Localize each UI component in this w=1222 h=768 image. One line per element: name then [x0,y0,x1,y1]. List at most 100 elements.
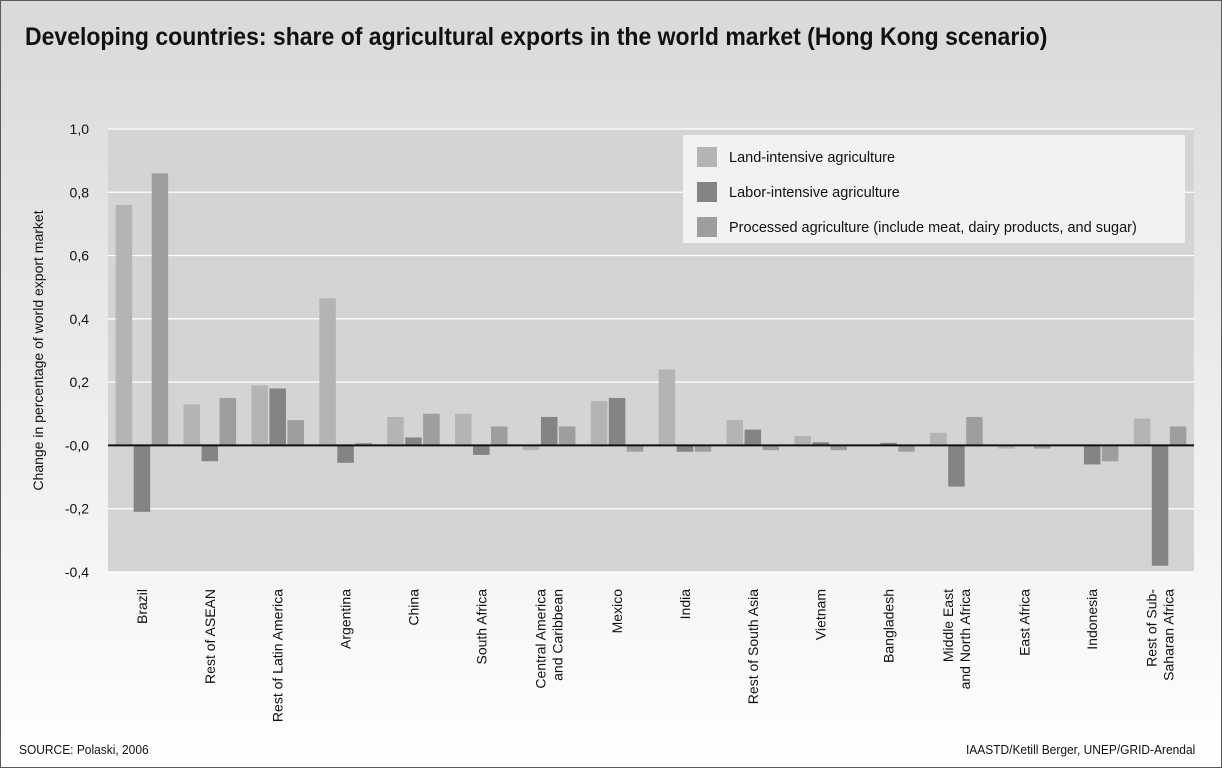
y-tick-label: 0,8 [70,184,90,200]
bar-land [794,435,811,446]
category-label-group: Brazil [134,589,150,624]
y-tick-label: 0,2 [70,374,90,390]
category-label-group: South Africa [473,589,489,665]
bar-labor [269,388,286,446]
legend-label: Processed agriculture (include meat, dai… [729,220,1137,236]
y-axis-title: Change in percentage of world export mar… [30,210,46,490]
category-label-group: Argentina [338,589,354,649]
credit-note: IAASTD/Ketill Berger, UNEP/GRID-Arendal [965,742,1195,757]
y-tick-label: -0,2 [65,501,89,517]
bar-land [590,401,608,446]
y-tick-label: 0,4 [70,311,90,327]
legend-box [683,135,1185,243]
bar-processed [694,445,712,452]
bar-processed [219,397,237,446]
category-label-group: Rest of South Asia [745,589,761,704]
x-category-label: Vietnam [813,589,829,640]
bar-processed [762,445,780,451]
category-label-group: Rest of ASEAN [202,589,218,684]
bar-processed [1169,426,1187,446]
bar-land [1133,418,1151,446]
category-label-group: Rest of Latin America [270,589,286,722]
bar-labor [1151,445,1169,566]
category-label-group: China [405,589,421,626]
category-label-group: Middle East and North Africa [940,589,973,690]
x-category-label: South Africa [473,589,489,665]
legend-swatch-land [697,147,717,167]
bar-labor [540,416,558,446]
bar-processed [626,445,644,452]
category-label-group: Central America and Caribbean [533,589,566,689]
bar-land [726,420,744,446]
bar-processed [491,426,508,446]
x-category-label: Argentina [338,589,354,649]
y-tick-label: -0,0 [65,437,89,453]
category-label-group: Mexico [609,589,625,634]
legend-swatch-processed [697,217,717,237]
bar-processed [830,445,847,451]
category-label-group: Bangladesh [881,589,897,663]
y-tick-label: -0,4 [65,564,89,580]
bar-processed [558,426,576,446]
category-label-group: Indonesia [1084,589,1100,650]
bar-land [251,385,268,446]
category-label-group: Vietnam [813,589,829,640]
bar-processed [151,173,169,446]
bar-processed [1101,445,1119,462]
bar-land [183,404,201,446]
bar-labor [880,442,897,446]
bar-land [387,416,404,446]
bar-labor [744,429,762,446]
bar-land [522,445,540,451]
bar-labor [473,445,490,455]
x-category-label: Rest of Sub- [1144,589,1160,667]
bar-land [115,204,133,446]
x-category-label: Rest of ASEAN [202,589,218,684]
bar-processed [287,420,304,446]
x-category-label: China [405,589,421,626]
x-category-label: Middle East [940,589,956,662]
chart-title: Developing countries: share of agricultu… [25,23,1048,51]
bar-processed [1034,445,1051,449]
legend-label: Labor-intensive agriculture [729,185,900,201]
x-category-label: Brazil [134,589,150,624]
bar-processed [423,413,440,446]
x-category-label: Central America [533,589,549,689]
x-category-label: Mexico [609,589,625,634]
x-category-label: Bangladesh [881,589,897,663]
bar-labor [1083,445,1101,465]
y-tick-label: 0,6 [70,248,90,264]
y-tick-label: 1,0 [70,121,90,137]
source-note: SOURCE: Polaski, 2006 [19,742,149,757]
bar-processed [898,445,915,452]
bar-land [658,369,676,446]
bar-labor [337,445,354,463]
legend-swatch-labor [697,182,717,202]
bar-labor [405,437,422,446]
bar-processed [355,442,372,446]
x-category-label: Saharan Africa [1161,589,1177,681]
x-category-label: Rest of South Asia [745,589,761,704]
x-category-label: and North Africa [957,589,973,690]
category-label-group: India [677,589,693,620]
bar-processed [966,416,983,446]
bar-land [319,298,336,446]
category-label-group: Rest of Sub- Saharan Africa [1144,589,1177,681]
x-category-label: India [677,589,693,620]
category-label-group: East Africa [1016,589,1032,656]
legend-label: Land-intensive agriculture [729,150,895,166]
bar-land [455,413,472,446]
bar-land [930,432,947,446]
x-category-label: East Africa [1016,589,1032,656]
bar-labor [948,445,965,487]
bar-labor [133,445,151,512]
bar-labor [608,397,626,446]
x-category-label: Indonesia [1084,589,1100,650]
bar-labor [201,445,219,462]
bar-labor [676,445,694,452]
bar-land [998,445,1015,449]
x-category-label: and Caribbean [550,589,566,681]
x-category-label: Rest of Latin America [270,589,286,722]
